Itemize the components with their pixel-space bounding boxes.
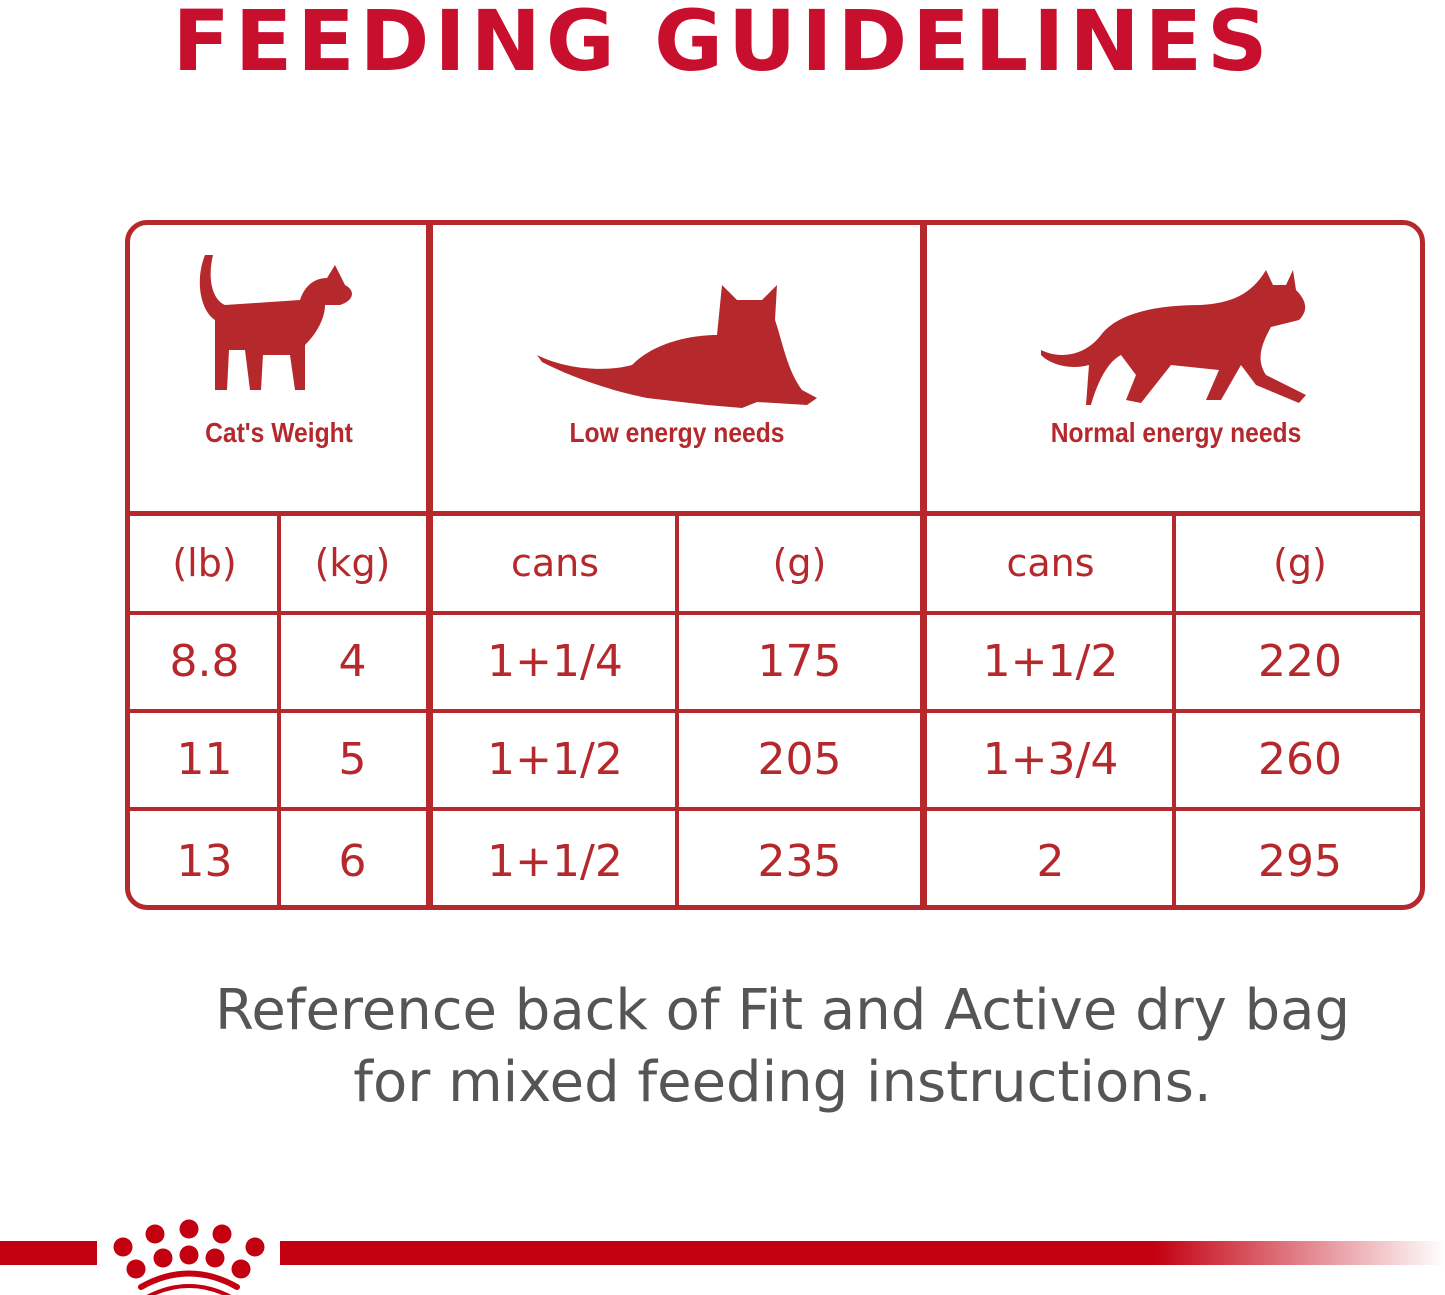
royal-canin-crown-logo [113,1219,265,1295]
table-cell: 1+1/4 [487,635,623,687]
table-cell: 295 [1258,835,1342,887]
unit-header: (kg) [314,541,391,585]
table-cell: 260 [1258,733,1342,785]
table-cell: 235 [757,835,842,887]
table-cell: 2 [1036,835,1065,887]
table-cell: 6 [338,835,367,887]
note-line-1: Reference back of Fit and Active dry bag [214,978,1350,1043]
header-label: Low energy needs [569,417,785,448]
table-cell: 4 [338,635,367,687]
unit-header: cans [1006,541,1095,585]
feeding-table: Cat's Weight Low energy needs Normal ene… [125,220,1425,910]
table-cell: 205 [757,733,842,785]
table-cell: 1+3/4 [982,733,1119,785]
unit-header: (lb) [172,541,237,585]
header-label: Cat's Weight [205,417,353,448]
walking-cat-icon [1041,270,1306,405]
table-cell: 1+1/2 [982,635,1119,687]
note-line-2: for mixed feeding instructions. [353,1050,1212,1115]
table-cell: 175 [757,635,842,687]
table-cell: 8.8 [169,635,240,687]
header-normal-energy: Normal energy needs [926,225,1420,513]
header-low-energy: Low energy needs [432,225,922,513]
table-cell: 13 [176,835,233,887]
table-cell: 1+1/2 [487,733,623,785]
footer-bar-right [280,1241,1445,1265]
page-title: FEEDING GUIDELINES [172,0,1273,90]
unit-header: (g) [772,541,827,585]
table-cell: 5 [338,733,367,785]
table-cell: 11 [176,733,233,785]
unit-header: cans [510,541,600,585]
table-cell: 1+1/2 [487,835,623,887]
header-cats-weight: Cat's Weight [130,225,428,513]
lying-cat-icon [537,285,817,408]
header-label: Normal energy needs [1050,417,1302,448]
table-cell: 220 [1258,635,1342,687]
mixed-feeding-note: Reference back of Fit and Active dry bag… [0,975,1445,1119]
unit-header: (g) [1273,541,1327,585]
footer-bar-left [0,1241,97,1265]
sitting-cat-icon [199,255,352,390]
